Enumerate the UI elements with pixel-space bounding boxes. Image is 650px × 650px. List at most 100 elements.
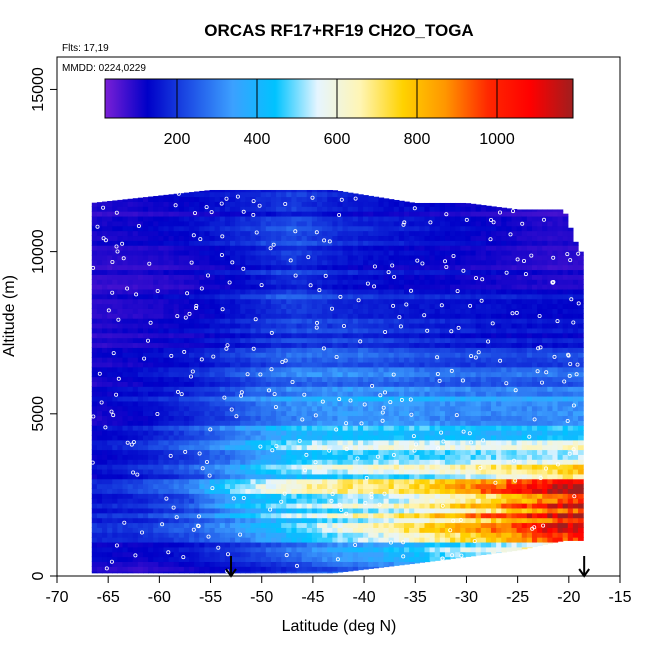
heat-cell [240, 293, 246, 300]
heat-cell [148, 386, 154, 392]
heat-cell [189, 449, 195, 455]
heat-cell [363, 303, 369, 309]
heat-cell [388, 449, 395, 455]
heat-cell [409, 220, 415, 227]
heat-cell [122, 288, 129, 295]
heat-cell [352, 332, 359, 339]
heat-cell [342, 532, 349, 538]
heat-cell [148, 488, 154, 494]
heat-cell [219, 493, 226, 499]
heat-cell [327, 220, 333, 227]
heat-cell [189, 215, 195, 222]
heat-cell [291, 473, 298, 480]
heat-cell [357, 551, 364, 558]
heat-cell [398, 527, 405, 533]
heat-cell [168, 211, 175, 217]
heat-cell [327, 313, 333, 319]
heat-cell [117, 410, 124, 417]
heat-cell [91, 357, 98, 363]
heat-cell [107, 571, 113, 574]
heat-cell [276, 503, 282, 509]
heat-cell [398, 327, 405, 334]
heat-cell [347, 293, 354, 300]
heat-cell [291, 293, 298, 300]
heat-cell [301, 303, 308, 309]
heat-cell [250, 468, 257, 475]
heat-cell [255, 454, 262, 460]
heat-cell [122, 566, 129, 572]
heat-cell [322, 459, 328, 465]
heat-cell [352, 366, 359, 373]
heat-cell [158, 313, 165, 319]
heat-cell [240, 468, 246, 475]
heat-cell [414, 405, 420, 412]
heat-cell [91, 439, 98, 446]
heat-cell [281, 473, 287, 480]
heat-cell [260, 220, 267, 227]
heat-cell [286, 196, 293, 202]
heat-cell [102, 541, 108, 548]
heat-cell [383, 371, 390, 378]
heat-cell [250, 410, 257, 417]
heat-cell [352, 439, 359, 446]
heat-cell [158, 274, 165, 280]
heat-cell [168, 444, 175, 451]
heat-cell [404, 410, 410, 417]
heat-cell [235, 410, 241, 417]
heat-cell [158, 201, 165, 207]
heat-cell [132, 395, 139, 402]
heat-cell [224, 449, 231, 455]
heat-cell [317, 254, 323, 261]
heat-cell [363, 386, 369, 392]
heat-cell [183, 430, 190, 436]
heat-cell [199, 303, 206, 309]
heat-cell [265, 206, 272, 212]
heat-cell [342, 366, 349, 373]
heat-cell [409, 347, 415, 353]
heat-cell [301, 410, 308, 417]
heat-cell [214, 473, 221, 480]
heat-cell [183, 517, 190, 524]
heat-cell [178, 366, 185, 373]
heat-cell [91, 220, 98, 227]
heat-cell [122, 517, 129, 524]
heat-cell [383, 318, 390, 324]
heat-cell [255, 293, 262, 300]
heat-cell [255, 439, 262, 446]
heat-cell [332, 230, 339, 237]
heat-cell [404, 546, 410, 553]
heat-cell [158, 371, 165, 378]
heat-cell [383, 454, 390, 460]
heat-cell [178, 288, 185, 295]
heat-cell [378, 546, 385, 553]
heat-cell [183, 371, 190, 378]
heat-cell [378, 464, 385, 470]
heat-cell [112, 459, 118, 465]
heat-cell [276, 425, 282, 431]
heat-cell [383, 449, 390, 455]
heat-cell [306, 250, 313, 256]
heat-cell [357, 352, 364, 358]
heat-cell [183, 327, 190, 334]
heat-cell [229, 279, 236, 285]
heat-cell [286, 498, 293, 504]
heat-cell [393, 420, 400, 426]
heat-cell [342, 400, 349, 407]
heat-cell [398, 352, 405, 358]
heat-cell [363, 464, 369, 470]
heat-cell [117, 537, 124, 543]
heat-cell [357, 264, 364, 271]
heat-cell [102, 347, 108, 353]
heat-cell [281, 381, 287, 387]
heat-cell [102, 488, 108, 494]
heat-cell [327, 245, 333, 251]
heat-cell [352, 318, 359, 324]
heat-cell [117, 366, 124, 373]
heat-cell [183, 230, 190, 237]
heat-cell [189, 425, 195, 431]
heat-cell [137, 493, 144, 499]
heat-cell [255, 196, 262, 202]
heat-cell [398, 556, 405, 563]
heat-cell [194, 551, 200, 558]
heat-cell [337, 434, 344, 441]
